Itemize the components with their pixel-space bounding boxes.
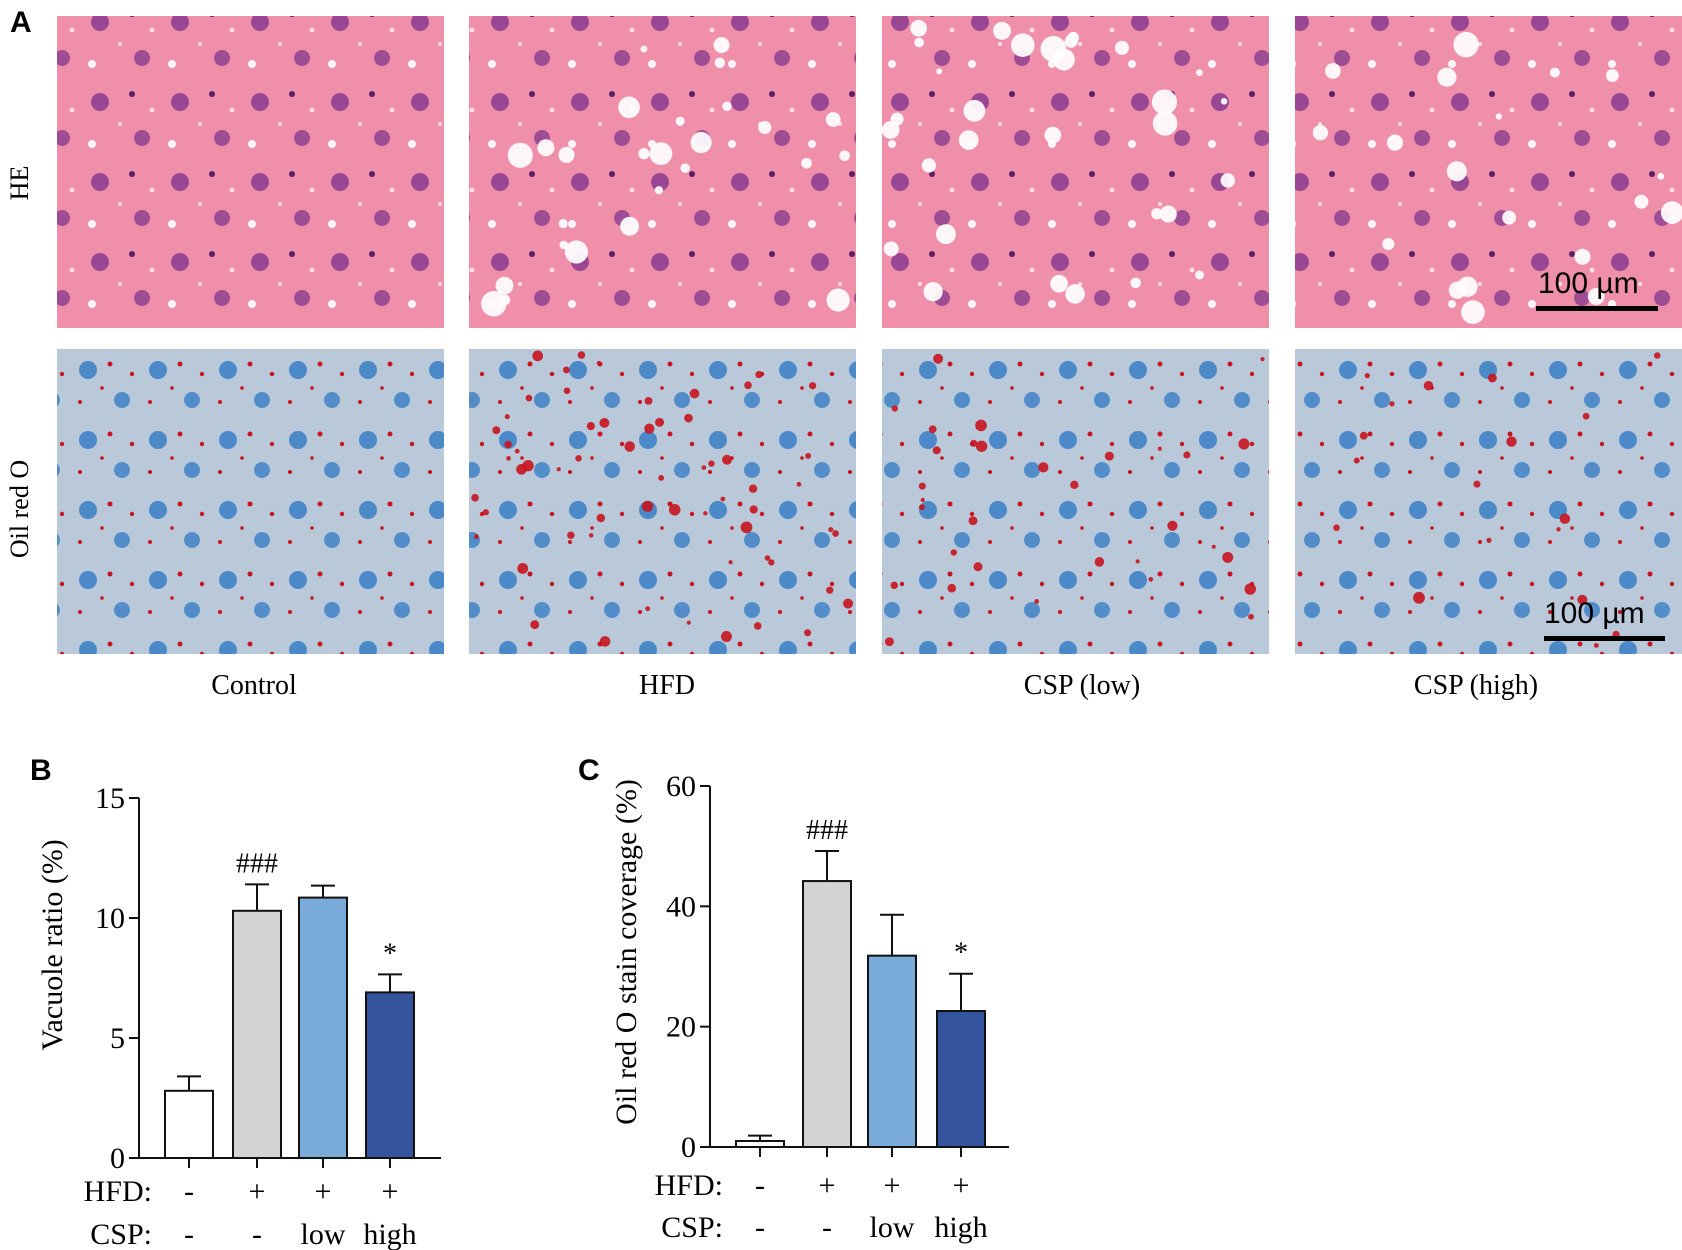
scale-bar-label-he: 100 µm <box>1538 267 1639 300</box>
y-tick-label: 0 <box>110 1142 125 1175</box>
significance-marker: * <box>954 938 968 969</box>
significance-marker: * <box>383 938 397 969</box>
scale-bar-he: 100 µm <box>1536 267 1658 311</box>
panel-b-csp-high: high <box>363 1218 416 1250</box>
group-label-csp-low: CSP (low) <box>1024 670 1140 701</box>
y-tick-label: 15 <box>95 782 125 815</box>
panel-c-hfd-control: - <box>755 1169 765 1202</box>
panel-b-hfd-row-label: HFD: <box>84 1175 152 1208</box>
panel-c-csp-row-label: CSP: <box>661 1211 723 1244</box>
panel-a: A HE Oil red O Control HFD CSP (low) CSP… <box>5 6 1682 701</box>
panel-b-y-axis-label: Vacuole ratio (%) <box>36 839 69 1051</box>
y-tick-label: 5 <box>110 1022 125 1055</box>
panel-c-hfd-row-label: HFD: <box>655 1169 723 1202</box>
group-label-control: Control <box>211 670 297 701</box>
panel-c-y-axis-label: Oil red O stain coverage (%) <box>610 779 643 1125</box>
he-micrograph-control <box>57 16 444 328</box>
oro-micrograph-csp-high <box>1295 349 1682 654</box>
y-tick-label: 20 <box>666 1011 696 1044</box>
oro-micrograph-csp-low <box>882 349 1269 654</box>
micrograph-grid <box>57 16 1682 654</box>
panel-c-csp-control: - <box>755 1211 765 1244</box>
panel-b-csp-low: low <box>301 1218 346 1250</box>
bar <box>232 909 282 1159</box>
bar <box>365 991 415 1160</box>
scale-bar-label-oro: 100 µm <box>1544 597 1645 630</box>
oro-micrograph-control <box>57 349 444 654</box>
significance-marker: ### <box>806 815 848 846</box>
bar <box>298 896 348 1159</box>
y-tick-label: 60 <box>666 770 696 803</box>
panel-b-hfd-control: - <box>184 1175 194 1208</box>
bar <box>735 1139 785 1148</box>
panel-c-chart: 0 20 40 60 ### * <box>666 770 1009 1164</box>
panel-b-csp-hfd: - <box>252 1218 262 1250</box>
panel-b: B Vacuole ratio (%) 0 5 10 15 ### * HFD: CSP:… <box>30 754 441 1250</box>
panel-c-letter: C <box>578 754 600 787</box>
panel-c-csp-low: low <box>870 1211 915 1244</box>
panel-b-hfd-hfd: + <box>249 1175 266 1208</box>
panel-c-csp-hfd: - <box>822 1211 832 1244</box>
y-tick-label: 40 <box>666 890 696 923</box>
row-label-he: HE <box>5 166 34 201</box>
group-label-hfd: HFD <box>639 670 695 701</box>
he-micrograph-csp-high <box>1295 16 1682 328</box>
panel-c-hfd-hfd: + <box>819 1169 836 1202</box>
scale-bar-line-he <box>1536 306 1658 311</box>
y-tick-label: 0 <box>681 1131 696 1164</box>
panel-b-chart: 0 5 10 15 ### * <box>95 782 441 1175</box>
oro-micrograph-hfd <box>469 349 856 654</box>
group-label-csp-high: CSP (high) <box>1414 670 1538 701</box>
he-micrograph-hfd <box>469 16 856 328</box>
panel-c-hfd-csp-low: + <box>884 1169 901 1202</box>
row-label-oil-red-o: Oil red O <box>5 460 34 558</box>
panel-b-hfd-csp-low: + <box>315 1175 332 1208</box>
bar <box>936 1010 986 1148</box>
y-tick-label: 10 <box>95 902 125 935</box>
significance-marker: ### <box>236 848 278 879</box>
panel-b-letter: B <box>30 754 52 787</box>
bar <box>164 1089 214 1160</box>
panel-b-csp-row-label: CSP: <box>90 1218 152 1250</box>
scale-bar-oro: 100 µm <box>1544 597 1665 641</box>
panel-b-csp-control: - <box>184 1218 194 1250</box>
panel-a-letter: A <box>10 6 32 39</box>
panel-b-hfd-csp-high: + <box>382 1175 399 1208</box>
he-micrograph-csp-low <box>881 16 1269 328</box>
panel-c-hfd-csp-high: + <box>953 1169 970 1202</box>
bar <box>802 880 852 1149</box>
scale-bar-line-oro <box>1544 636 1665 641</box>
bar <box>867 954 917 1148</box>
panel-c: C Oil red O stain coverage (%) 0 20 40 60 ##… <box>578 754 1009 1244</box>
panel-c-csp-high: high <box>934 1211 987 1244</box>
